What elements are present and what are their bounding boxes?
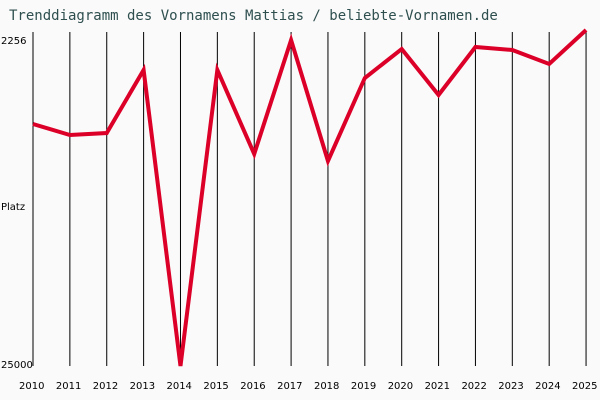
x-tick-label: 2017 — [277, 381, 303, 392]
y-tick-label: 25000 — [1, 360, 33, 371]
series-line — [32, 28, 588, 367]
x-tick-label: 2023 — [498, 381, 524, 392]
y-tick-label: 2256 — [1, 36, 27, 47]
x-tick-label: 2024 — [535, 381, 561, 392]
x-tick-label: 2016 — [240, 381, 266, 392]
x-tick-label: 2012 — [92, 381, 119, 392]
chart-title: Trenddiagramm des Vornamens Mattias / be… — [9, 8, 498, 24]
x-tick-label: 2019 — [350, 381, 377, 392]
x-tick-label: 2010 — [19, 381, 45, 392]
x-tick-label: 2014 — [166, 381, 192, 392]
x-tick-label: 2021 — [424, 381, 451, 392]
x-tick-label: 2011 — [55, 381, 82, 392]
x-tick-label: 2020 — [387, 381, 414, 392]
x-tick-label: 2018 — [313, 381, 340, 392]
x-tick-label: 2022 — [461, 381, 487, 392]
x-tick-label: 2025 — [572, 381, 598, 392]
x-tick-label: 2015 — [203, 381, 229, 392]
y-axis-label: Platz — [1, 202, 26, 213]
x-tick-label: 2013 — [129, 381, 156, 392]
